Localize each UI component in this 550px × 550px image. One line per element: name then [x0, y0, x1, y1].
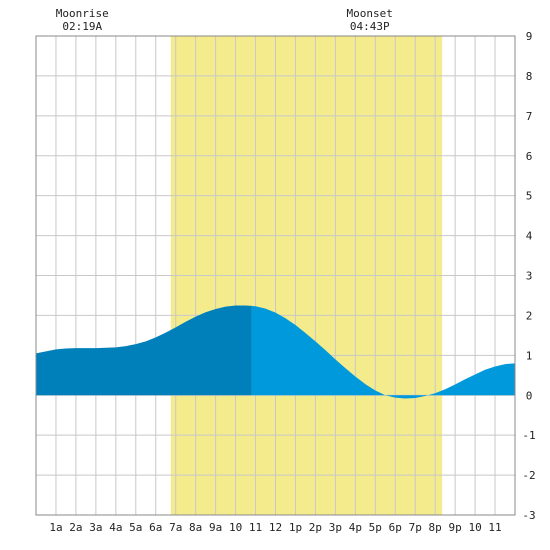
moon-event-time: 02:19A: [62, 20, 102, 33]
x-tick-label: 4a: [109, 521, 122, 534]
x-tick-label: 12: [269, 521, 282, 534]
y-tick-label: 0: [526, 389, 533, 402]
x-tick-label: 6a: [149, 521, 162, 534]
x-tick-label: 3p: [329, 521, 342, 534]
y-tick-label: -2: [522, 469, 535, 482]
grid-layer: [36, 36, 515, 515]
y-tick-label: -1: [522, 429, 535, 442]
plot-border: [35, 35, 516, 516]
moon-event-label: Moonset: [347, 7, 393, 20]
x-tick-label: 1p: [289, 521, 302, 534]
moon-event-label: Moonrise: [56, 7, 109, 20]
x-tick-label: 7a: [169, 521, 182, 534]
tide-area-past: [36, 305, 252, 396]
tide-area-upcoming: [251, 305, 516, 399]
y-tick-label: -3: [522, 509, 535, 522]
y-tick-labels: 9 8 7 6 5 4 3 2 1 0 -1 -2 -3: [522, 30, 535, 522]
x-tick-label: 5a: [129, 521, 142, 534]
y-tick-label: 1: [526, 349, 533, 362]
y-tick-label: 4: [526, 230, 533, 243]
y-tick-label: 9: [526, 30, 533, 43]
y-tick-label: 7: [526, 110, 533, 123]
x-tick-label: 10: [468, 521, 481, 534]
x-tick-label: 11: [249, 521, 262, 534]
tide-area-layer: [36, 305, 516, 399]
x-tick-label: 3a: [89, 521, 102, 534]
y-tick-label: 2: [526, 309, 533, 322]
moon-event-time: 04:43P: [350, 20, 390, 33]
x-tick-label: 9a: [209, 521, 222, 534]
x-tick-label: 11: [488, 521, 501, 534]
x-tick-label: 5p: [369, 521, 382, 534]
x-tick-labels: 1a 2a 3a 4a 5a 6a 7a 8a 9a 10 11 12 1p 2p 3p 4p 5p 6p 7p 8p…: [49, 521, 501, 534]
x-tick-label: 1a: [49, 521, 62, 534]
y-tick-label: 5: [526, 190, 533, 203]
y-tick-label: 6: [526, 150, 533, 163]
x-tick-label: 9p: [449, 521, 462, 534]
y-tick-label: 3: [526, 270, 533, 283]
x-tick-label: 4p: [349, 521, 362, 534]
x-tick-label: 7p: [409, 521, 422, 534]
x-tick-label: 10: [229, 521, 242, 534]
x-tick-label: 2a: [69, 521, 82, 534]
y-tick-label: 8: [526, 70, 533, 83]
x-tick-label: 2p: [309, 521, 322, 534]
x-tick-label: 6p: [389, 521, 402, 534]
x-tick-label: 8a: [189, 521, 202, 534]
x-tick-label: 8p: [429, 521, 442, 534]
